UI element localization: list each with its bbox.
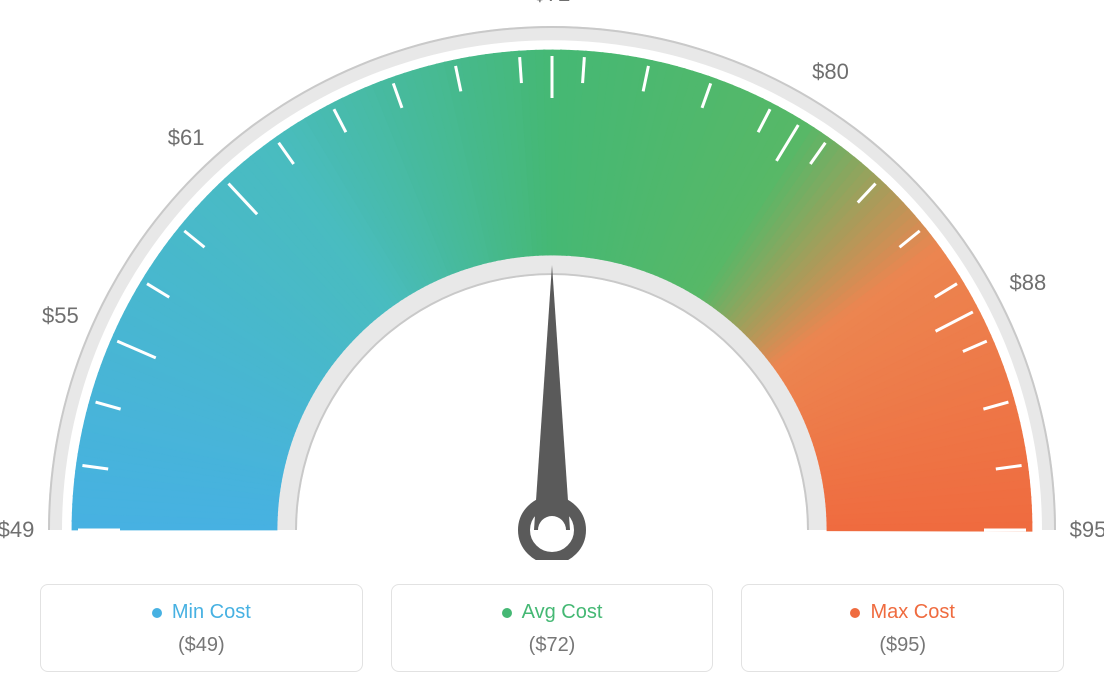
dot-icon — [850, 608, 860, 618]
dot-icon — [502, 608, 512, 618]
legend-value: ($72) — [402, 634, 703, 657]
legend-title-min: Min Cost — [152, 601, 251, 624]
legend-value: ($95) — [752, 634, 1053, 657]
legend-card-min: Min Cost ($49) — [40, 584, 363, 672]
cost-gauge: $49 $55 $61 $72 $80 $88 $95 — [0, 0, 1104, 560]
legend-value: ($49) — [51, 634, 352, 657]
gauge-tick-label: $80 — [812, 59, 849, 85]
legend-label: Min Cost — [172, 601, 251, 624]
gauge-tick-label: $55 — [42, 303, 79, 329]
legend-title-max: Max Cost — [850, 601, 954, 624]
gauge-tick-label: $95 — [1070, 517, 1104, 543]
legend-title-avg: Avg Cost — [502, 601, 603, 624]
legend-label: Avg Cost — [522, 601, 603, 624]
gauge-tick-label: $61 — [168, 125, 205, 151]
gauge-tick-label: $49 — [0, 517, 34, 543]
gauge-svg — [0, 0, 1104, 560]
dot-icon — [152, 608, 162, 618]
legend-row: Min Cost ($49) Avg Cost ($72) Max Cost (… — [40, 584, 1064, 672]
legend-card-max: Max Cost ($95) — [741, 584, 1064, 672]
legend-label: Max Cost — [870, 601, 954, 624]
legend-card-avg: Avg Cost ($72) — [391, 584, 714, 672]
gauge-tick-label: $88 — [1010, 270, 1047, 296]
gauge-tick-label: $72 — [534, 0, 571, 7]
